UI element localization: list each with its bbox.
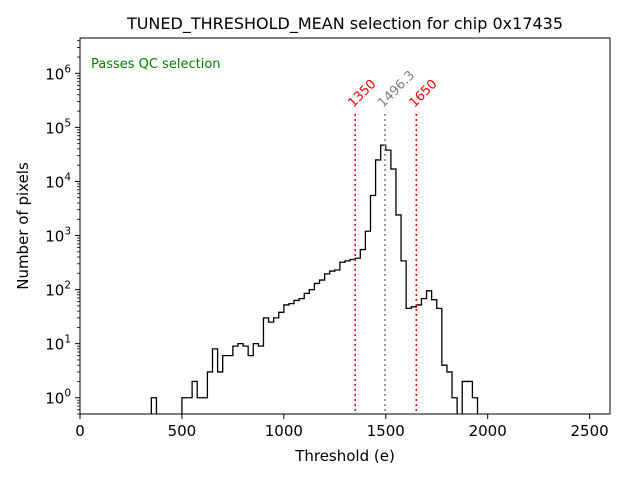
x-tick-label: 1000 <box>265 422 303 440</box>
qc-status-annotation: Passes QC selection <box>91 57 221 72</box>
y-tick-label: 101 <box>45 334 71 354</box>
y-tick-label: 106 <box>45 63 71 83</box>
x-tick-label: 2500 <box>571 422 609 440</box>
y-tick-label: 100 <box>45 388 71 408</box>
histogram-step-segment-0 <box>150 397 158 414</box>
x-axis: 0 500 1000 1500 2000 2500 <box>75 414 609 440</box>
x-tick-label: 2000 <box>469 422 507 440</box>
threshold-line-label-1350: 1350 <box>345 77 379 111</box>
y-tick-label: 105 <box>45 117 71 137</box>
y-axis: 100 101 102 103 104 105 106 <box>45 40 80 415</box>
x-tick-label: 1500 <box>367 422 405 440</box>
histogram-step-segment-1 <box>181 144 458 414</box>
chart-title: TUNED_THRESHOLD_MEAN selection for chip … <box>126 14 563 34</box>
y-axis-label: Number of pixels <box>14 162 32 290</box>
histogram-step-segment-2 <box>461 380 479 414</box>
x-tick-label: 0 <box>75 422 85 440</box>
y-tick-label: 103 <box>45 226 71 246</box>
y-tick-label: 104 <box>45 171 71 191</box>
x-axis-label: Threshold (e) <box>294 447 395 465</box>
plot-frame <box>79 37 611 415</box>
x-tick-label: 500 <box>168 422 197 440</box>
y-tick-label: 102 <box>45 280 71 300</box>
